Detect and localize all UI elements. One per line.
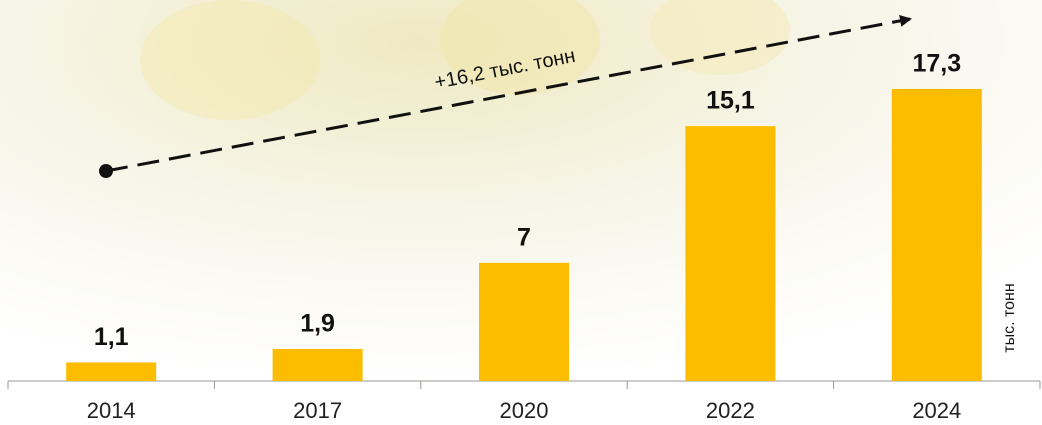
bar [272, 348, 363, 381]
x-tick-label: 2020 [500, 398, 549, 423]
background-flower [650, 0, 790, 75]
x-tick-label: 2017 [293, 398, 342, 423]
bar [66, 362, 157, 381]
value-label: 1,1 [94, 323, 129, 351]
x-tick-label: 2022 [706, 398, 755, 423]
bar [479, 262, 569, 381]
background-flower [140, 0, 320, 120]
value-label: 1,9 [300, 310, 335, 338]
value-label: 15,1 [706, 87, 755, 115]
bar [685, 126, 776, 381]
trend-arrow [105, 14, 912, 173]
x-tick-label: 2014 [87, 398, 136, 423]
bar [891, 89, 982, 381]
background-flower [440, 0, 600, 95]
x-tick-label: 2024 [912, 398, 961, 423]
y-axis-label: тыс. тонн [1001, 283, 1018, 352]
trend-dot [99, 164, 113, 178]
value-label: 7 [517, 223, 531, 251]
value-label: 17,3 [912, 50, 961, 78]
